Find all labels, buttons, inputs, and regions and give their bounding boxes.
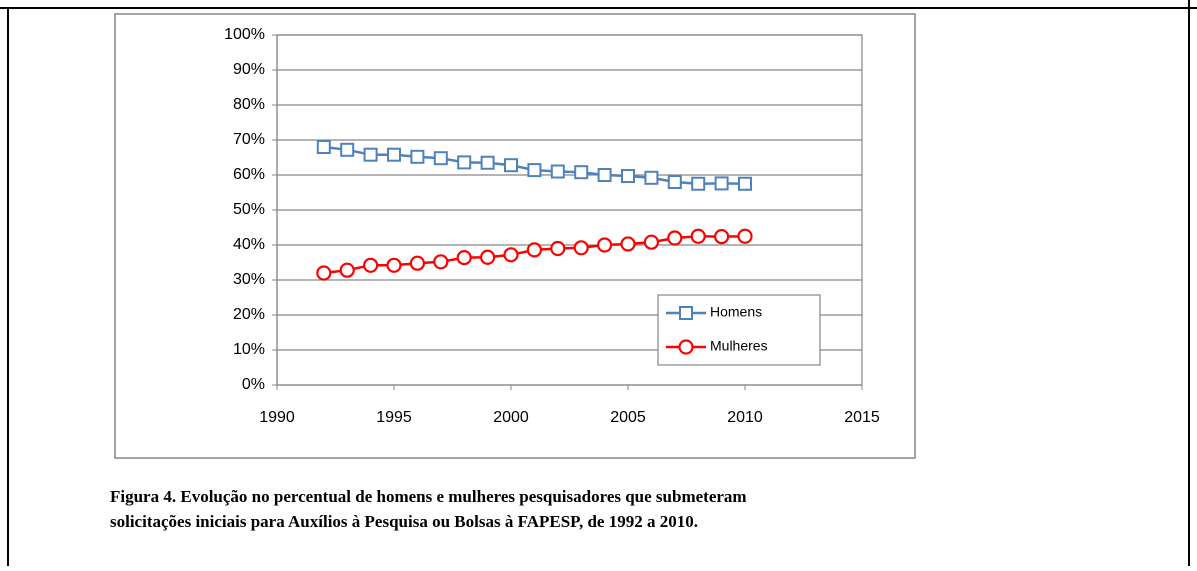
- marker: [316, 140, 331, 154]
- marker: [644, 170, 659, 185]
- y-tick-label: 90%: [233, 61, 265, 78]
- y-tick-label: 10%: [233, 341, 265, 358]
- marker: [667, 175, 682, 189]
- marker: [691, 176, 706, 191]
- marker: [316, 265, 332, 281]
- marker: [433, 254, 449, 270]
- legend-label: Homens: [710, 304, 762, 320]
- marker: [386, 257, 402, 273]
- marker: [679, 306, 693, 320]
- x-tick-label: 1990: [259, 409, 295, 426]
- y-tick-label: 70%: [233, 131, 265, 148]
- caption-line: solicitações iniciais para Auxílios à Pe…: [110, 512, 698, 531]
- marker: [480, 155, 495, 170]
- y-tick-label: 80%: [233, 96, 265, 113]
- y-tick-label: 40%: [233, 236, 265, 253]
- marker: [409, 255, 425, 271]
- marker: [667, 230, 683, 246]
- marker: [738, 176, 752, 191]
- x-tick-label: 2010: [727, 409, 763, 426]
- legend-label: Mulheres: [710, 338, 768, 354]
- marker: [387, 147, 401, 162]
- marker: [526, 242, 543, 258]
- marker: [643, 234, 660, 250]
- marker: [433, 151, 448, 166]
- marker: [410, 149, 425, 164]
- y-tick-label: 20%: [233, 306, 265, 323]
- marker: [480, 249, 496, 265]
- marker: [363, 147, 378, 162]
- x-tick-label: 1995: [376, 409, 412, 426]
- y-tick-label: 60%: [233, 166, 265, 183]
- marker: [678, 339, 694, 355]
- y-tick-label: 100%: [224, 26, 265, 43]
- marker: [363, 257, 379, 273]
- marker: [550, 164, 565, 179]
- marker: [737, 228, 753, 244]
- caption-line: Figura 4. Evolução no percentual de home…: [110, 487, 747, 506]
- marker: [457, 155, 472, 170]
- marker: [573, 240, 589, 256]
- marker: [713, 229, 730, 245]
- marker: [574, 165, 589, 180]
- marker: [596, 237, 613, 253]
- marker: [503, 247, 519, 263]
- marker: [456, 250, 472, 266]
- x-tick-label: 2000: [493, 409, 529, 426]
- marker: [620, 236, 636, 252]
- plot-border: [276, 34, 863, 386]
- marker: [550, 240, 566, 257]
- marker: [504, 158, 518, 173]
- y-tick-label: 30%: [233, 271, 265, 288]
- marker: [339, 262, 355, 278]
- y-tick-label: 0%: [242, 376, 265, 393]
- chart-frame: [114, 13, 916, 459]
- x-tick-label: 2005: [610, 409, 646, 426]
- marker: [690, 228, 706, 244]
- y-tick-label: 50%: [233, 201, 265, 218]
- marker: [621, 169, 635, 184]
- marker: [340, 142, 355, 157]
- marker: [527, 163, 542, 178]
- x-tick-label: 2015: [844, 409, 880, 426]
- marker: [597, 168, 612, 182]
- marker: [714, 176, 729, 191]
